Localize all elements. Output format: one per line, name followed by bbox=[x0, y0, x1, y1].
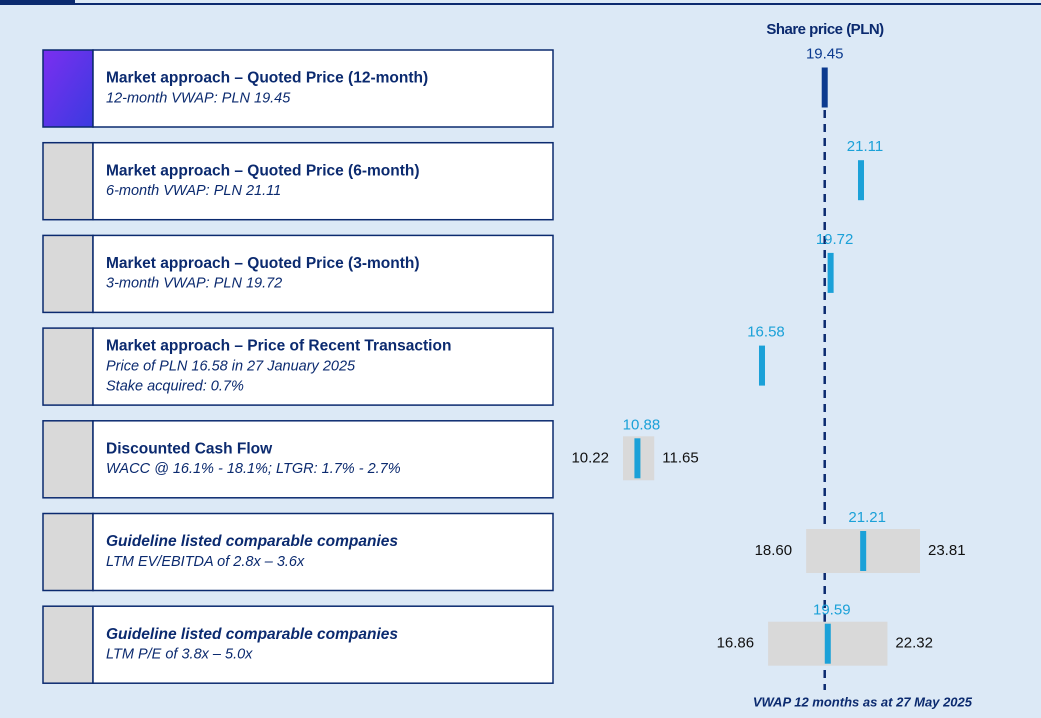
row-detail: Price of PLN 16.58 in 27 January 2025 bbox=[106, 358, 356, 374]
row-box bbox=[92, 512, 554, 592]
row-title: Discounted Cash Flow bbox=[106, 440, 273, 457]
row-box bbox=[92, 234, 554, 314]
value-label: 16.58 bbox=[747, 324, 785, 341]
row-detail: 3-month VWAP: PLN 19.72 bbox=[106, 276, 282, 292]
row-marker bbox=[42, 141, 94, 221]
value-bar bbox=[821, 67, 828, 108]
row-marker bbox=[42, 420, 94, 499]
low-label: 10.22 bbox=[571, 449, 609, 466]
value-label: 19.45 bbox=[806, 45, 844, 62]
value-bar bbox=[860, 531, 867, 571]
row-marker bbox=[42, 512, 94, 592]
row-detail: LTM P/E of 3.8x – 5.0x bbox=[106, 647, 253, 663]
high-label: 22.32 bbox=[895, 635, 933, 652]
row-marker bbox=[42, 327, 94, 406]
top-tab bbox=[0, 0, 75, 5]
row-box bbox=[92, 420, 554, 499]
value-label: 21.21 bbox=[848, 509, 886, 526]
value-label: 10.88 bbox=[623, 416, 661, 433]
high-label: 23.81 bbox=[928, 542, 966, 559]
value-bar bbox=[824, 623, 831, 664]
value-bar bbox=[758, 345, 765, 386]
row-box bbox=[92, 49, 554, 128]
row-marker bbox=[42, 234, 94, 314]
row-title: Guideline listed comparable companies bbox=[106, 626, 398, 643]
row-detail: LTM EV/EBITDA of 2.8x – 3.6x bbox=[106, 554, 305, 570]
value-bar bbox=[857, 160, 864, 201]
row-title: Market approach – Quoted Price (3-month) bbox=[106, 255, 420, 272]
value-bar bbox=[827, 252, 834, 293]
chart-title: Share price (PLN) bbox=[766, 21, 884, 38]
footnote: VWAP 12 months as at 27 May 2025 bbox=[753, 694, 973, 709]
row-title: Guideline listed comparable companies bbox=[106, 533, 398, 550]
row-box bbox=[92, 141, 554, 221]
value-bar bbox=[634, 438, 641, 479]
value-label: 19.59 bbox=[813, 602, 851, 619]
row-title: Market approach – Quoted Price (12-month… bbox=[106, 70, 428, 87]
row-detail: Stake acquired: 0.7% bbox=[106, 378, 244, 394]
low-label: 16.86 bbox=[717, 635, 755, 652]
row-detail: 6-month VWAP: PLN 21.11 bbox=[106, 183, 281, 199]
row-detail: 12-month VWAP: PLN 19.45 bbox=[106, 90, 291, 106]
row-marker bbox=[42, 49, 94, 128]
row-title: Market approach – Quoted Price (6-month) bbox=[106, 162, 420, 179]
row-detail: WACC @ 16.1% - 18.1%; LTGR: 1.7% - 2.7% bbox=[106, 461, 401, 477]
value-label: 19.72 bbox=[816, 231, 854, 248]
high-label: 11.65 bbox=[662, 449, 698, 466]
top-rule bbox=[0, 3, 1041, 5]
row-marker bbox=[42, 605, 94, 684]
low-label: 18.60 bbox=[755, 542, 793, 559]
row-title: Market approach – Price of Recent Transa… bbox=[106, 338, 451, 355]
value-label: 21.11 bbox=[847, 138, 883, 155]
row-box bbox=[92, 327, 554, 406]
row-box bbox=[92, 605, 554, 684]
